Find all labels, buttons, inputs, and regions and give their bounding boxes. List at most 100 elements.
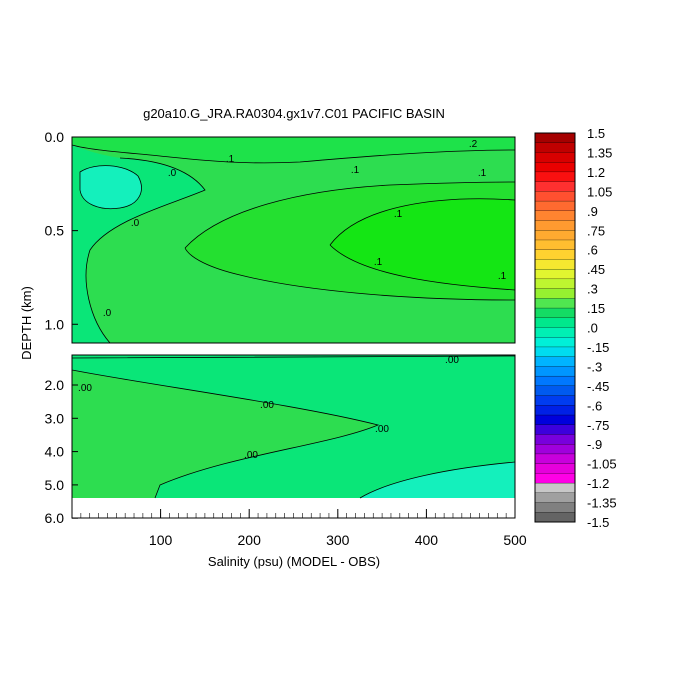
colorbar-swatch: [534, 200, 576, 212]
colorbar: [534, 132, 576, 523]
colorbar-swatch: [534, 405, 576, 416]
colorbar-swatch: [534, 259, 576, 270]
colorbar-label: -.75: [587, 418, 609, 433]
colorbar-label: 1.35: [587, 145, 612, 160]
upper-contour-label: .1: [374, 257, 383, 268]
colorbar-swatch: [534, 385, 576, 397]
colorbar-label: -.9: [587, 437, 602, 452]
upper-contour-label: .1: [394, 209, 403, 220]
colorbar-swatch: [534, 492, 576, 504]
colorbar-swatch: [534, 444, 576, 455]
colorbar-swatch: [534, 230, 576, 241]
colorbar-swatch: [534, 298, 576, 309]
x-tick-label: 100: [149, 532, 173, 548]
colorbar-swatch: [534, 142, 576, 153]
colorbar-swatch: [534, 152, 576, 163]
colorbar-swatch: [534, 346, 576, 358]
colorbar-swatch: [534, 337, 576, 348]
upper-y-tick-label: 0.5: [45, 223, 65, 239]
x-axis-label: Salinity (psu) (MODEL - OBS): [208, 554, 380, 569]
upper-contour-label: .0: [168, 168, 177, 179]
colorbar-label: .9: [587, 204, 598, 219]
colorbar-swatch: [534, 307, 576, 319]
colorbar-label: .45: [587, 262, 605, 277]
colorbar-swatch: [534, 249, 576, 260]
colorbar-label: -.45: [587, 379, 609, 394]
upper-contour-labels: .2 .1 .1 .1 .0 .0 .1 .1 .1 .0: [103, 139, 507, 319]
lower-panel: 2.0 3.0 4.0 5.0 6.0 .00 .00 .00 .00 .00 100 200 30…: [45, 354, 527, 548]
colorbar-swatch: [534, 512, 576, 523]
upper-contour-label: .1: [226, 154, 235, 165]
colorbar-swatch: [534, 210, 576, 221]
upper-contour-label: .0: [131, 218, 140, 229]
colorbar-swatch: [534, 482, 576, 494]
colorbar-label: -1.2: [587, 476, 609, 491]
lower-positive-region: [72, 370, 378, 498]
colorbar-swatch: [534, 434, 576, 445]
x-tick-label: 300: [326, 532, 350, 548]
lower-contour-labels: .00 .00 .00 .00 .00: [78, 355, 459, 461]
x-axis: 100 200 300 400 500: [149, 509, 527, 548]
colorbar-swatch: [534, 356, 576, 367]
x-tick-label: 400: [415, 532, 439, 548]
upper-panel-frame: [71, 136, 516, 344]
colorbar-label: 1.2: [587, 165, 605, 180]
lower-contour-label: .00: [260, 400, 274, 411]
colorbar-swatch: [534, 395, 576, 406]
colorbar-swatch: [534, 502, 576, 513]
upper-y-tick-label: 1.0: [45, 316, 65, 332]
lower-y-tick-label: 3.0: [45, 410, 65, 426]
colorbar-swatch: [534, 414, 576, 426]
y-axis-label: DEPTH (km): [19, 286, 34, 360]
colorbar-swatch: [534, 171, 576, 183]
colorbar-swatch: [534, 239, 576, 251]
colorbar-label: -1.5: [587, 515, 609, 530]
colorbar-swatch: [534, 424, 576, 435]
upper-panel: 0.0 0.5 1.0 .2 .1 .1 .1 .0 .0 .1 .1 .1 .0: [45, 129, 516, 344]
lower-negative-region: [360, 462, 515, 498]
chart-title: g20a10.G_JRA.RA0304.gx1v7.C01 PACIFIC BA…: [143, 106, 445, 121]
x-tick-label: 500: [503, 532, 527, 548]
x-axis-minor-ticks: [80, 513, 507, 518]
colorbar-swatch: [534, 278, 576, 290]
colorbar-swatch: [534, 453, 576, 465]
lower-contour-label: .00: [375, 424, 389, 435]
colorbar-label: .75: [587, 223, 605, 238]
colorbar-label: -.6: [587, 398, 602, 413]
upper-contour-label: .0: [103, 308, 112, 319]
lower-y-axis: 2.0 3.0 4.0 5.0 6.0: [45, 377, 78, 526]
lower-y-tick-label: 2.0: [45, 377, 65, 393]
x-tick-label: 200: [238, 532, 262, 548]
colorbar-swatch: [534, 463, 576, 474]
colorbar-label: -1.35: [587, 496, 617, 511]
upper-contour-label: .1: [498, 271, 507, 282]
colorbar-label: .3: [587, 282, 598, 297]
colorbar-swatch: [534, 473, 576, 484]
upper-contour-label: .1: [351, 165, 360, 176]
lower-contour-label: .00: [445, 355, 459, 366]
colorbar-label: -.3: [587, 359, 602, 374]
lower-y-tick-label: 4.0: [45, 444, 65, 460]
upper-contour-label: .1: [478, 168, 487, 179]
colorbar-label: -1.05: [587, 457, 617, 472]
colorbar-label: .0: [587, 321, 598, 336]
upper-strong-band: [330, 198, 515, 290]
upper-middle-band: [185, 182, 515, 300]
lower-y-tick-label: 5.0: [45, 477, 65, 493]
colorbar-swatch: [534, 327, 576, 338]
colorbar-swatch: [534, 375, 576, 387]
colorbar-swatch: [534, 366, 576, 377]
lower-contour-lines: [71, 355, 516, 499]
colorbar-swatch: [534, 132, 576, 144]
colorbar-frame: [534, 132, 576, 523]
lower-contour-label: .00: [244, 450, 258, 461]
upper-negative-cell: [80, 165, 142, 209]
colorbar-labels: 1.5 1.35 1.2 1.05 .9 .75 .6 .45 .3 .15 .0 -.15 -.3 -.…: [587, 126, 617, 530]
upper-top-band: [72, 137, 515, 163]
upper-y-axis: 0.0 0.5 1.0: [45, 129, 78, 332]
colorbar-swatch: [534, 268, 576, 280]
colorbar-swatch: [534, 191, 576, 202]
lower-contour-label: .00: [78, 383, 92, 394]
colorbar-swatch: [534, 288, 576, 299]
